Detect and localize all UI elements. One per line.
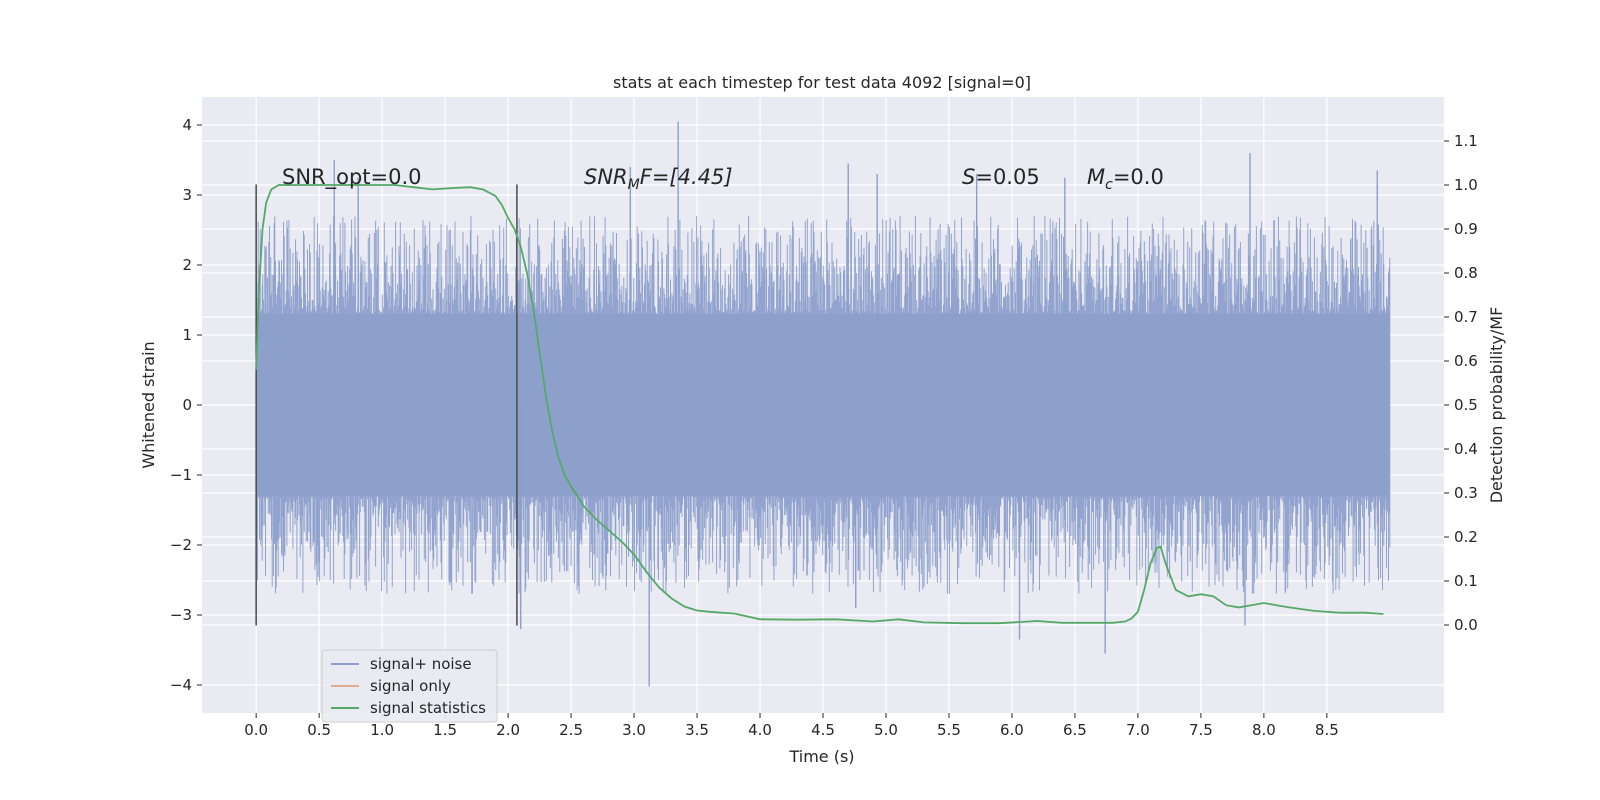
y-right-tick-label: 0.6 xyxy=(1454,352,1478,370)
y-left-tick-label: 3 xyxy=(182,186,192,204)
y-right-tick-label: 0.1 xyxy=(1454,572,1478,590)
x-tick-label: 7.5 xyxy=(1189,721,1213,739)
statistics-line xyxy=(255,184,1384,625)
y-left-tick-label: −1 xyxy=(170,466,192,484)
y-axis-right-label: Detection probability/MF xyxy=(1487,307,1506,504)
mc-subscript: c xyxy=(1105,177,1113,193)
x-tick-label: 8.5 xyxy=(1315,721,1339,739)
x-tick-label: 8.0 xyxy=(1252,721,1276,739)
y-left-tick-label: −2 xyxy=(170,536,192,554)
y-axis-left-label: Whitened strain xyxy=(139,341,158,468)
x-axis-label: Time (s) xyxy=(788,747,854,766)
y-right-tick-label: 0.4 xyxy=(1454,440,1478,458)
window-lines xyxy=(255,184,518,626)
y-right-tick-label: 1.0 xyxy=(1454,176,1478,194)
x-tick-label: 5.0 xyxy=(874,721,898,739)
x-tick-label: 5.5 xyxy=(937,721,961,739)
legend: signal+ noise signal only signal statist… xyxy=(321,649,498,723)
x-tick-label: 0.5 xyxy=(307,721,331,739)
x-tick-label: 1.5 xyxy=(433,721,457,739)
x-tick-label: 4.5 xyxy=(811,721,835,739)
mc-annotation: Mc=0.0 xyxy=(1087,165,1164,193)
y-left-tick-label: −3 xyxy=(170,606,192,624)
y-right-tick-label: 0.8 xyxy=(1454,264,1478,282)
mc-symbol: M xyxy=(1087,165,1105,189)
mc-value: =0.0 xyxy=(1113,165,1164,189)
x-tick-label: 4.0 xyxy=(748,721,772,739)
y-right-tick-label: 0.5 xyxy=(1454,396,1478,414)
signal-statistics-series xyxy=(255,184,1384,625)
y-right-tick-label: 0.3 xyxy=(1454,484,1478,502)
legend-label-signal: signal only xyxy=(370,677,451,695)
snr-mf-symbol: SNR xyxy=(584,165,628,189)
x-tick-label: 2.0 xyxy=(496,721,520,739)
snr-opt-annotation: SNR_opt=0.0 xyxy=(282,165,422,190)
legend-box xyxy=(321,649,498,723)
y-left-tick-label: 1 xyxy=(182,326,192,344)
axis-ticks: 0.0 0.5 1.0 1.5 2.0 2.5 3.0 3.5 4.0 4.5 5.0 5.5 6.0 6… xyxy=(170,116,1478,739)
x-tick-label: 7.0 xyxy=(1126,721,1150,739)
y-left-tick-label: −4 xyxy=(170,676,192,694)
y-right-tick-label: 0.0 xyxy=(1454,616,1478,634)
x-tick-label: 2.5 xyxy=(559,721,583,739)
s-annotation: S=0.05 xyxy=(962,165,1040,189)
snr-mf-value: F=[4.45] xyxy=(640,165,733,189)
s-symbol: S xyxy=(962,165,975,189)
x-tick-label: 6.0 xyxy=(1000,721,1024,739)
chart-title: stats at each timestep for test data 409… xyxy=(613,73,1031,92)
signal-noise-series xyxy=(255,121,1391,687)
legend-label-noise: signal+ noise xyxy=(370,655,472,673)
y-left-tick-label: 4 xyxy=(182,116,192,134)
snr-mf-subscript: M xyxy=(628,177,640,193)
y-right-tick-label: 1.1 xyxy=(1454,132,1478,150)
y-right-tick-label: 0.7 xyxy=(1454,308,1478,326)
snr-mf-annotation: SNRMF=[4.45] xyxy=(584,165,733,193)
x-tick-label: 1.0 xyxy=(370,721,394,739)
y-right-tick-label: 0.9 xyxy=(1454,220,1478,238)
y-left-tick-label: 0 xyxy=(182,396,192,414)
y-right-tick-label: 0.2 xyxy=(1454,528,1478,546)
x-tick-label: 3.5 xyxy=(685,721,709,739)
x-tick-label: 6.5 xyxy=(1063,721,1087,739)
s-value: =0.05 xyxy=(975,165,1039,189)
x-tick-label: 0.0 xyxy=(244,721,268,739)
y-left-tick-label: 2 xyxy=(182,256,192,274)
x-tick-label: 3.0 xyxy=(622,721,646,739)
legend-label-statistics: signal statistics xyxy=(370,699,486,717)
